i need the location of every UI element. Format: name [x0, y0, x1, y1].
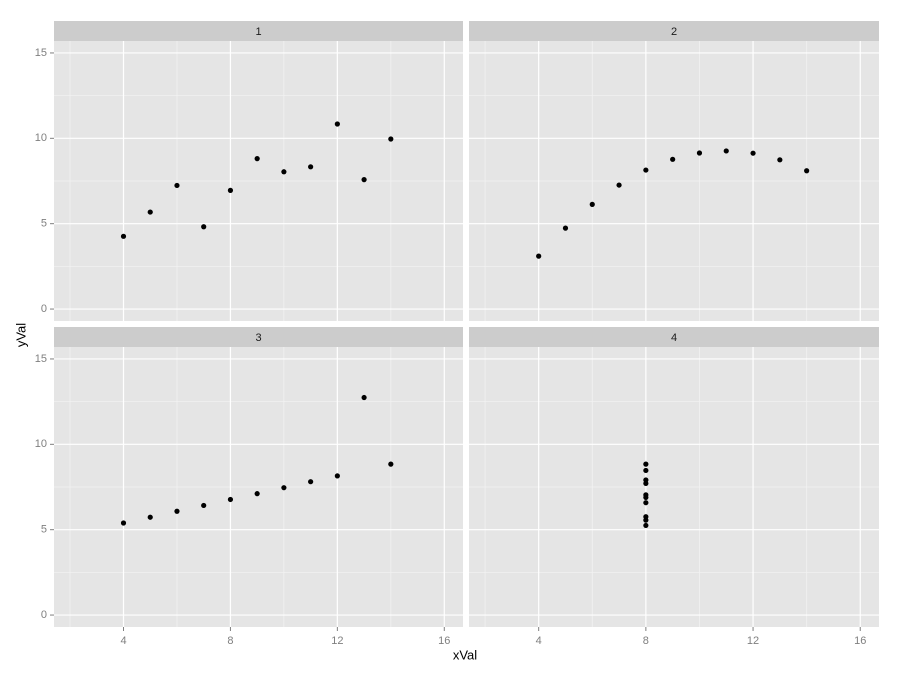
strip	[469, 21, 879, 41]
point	[281, 169, 287, 175]
point	[281, 485, 287, 491]
point	[670, 156, 676, 162]
y-axis-title: yVal	[13, 323, 28, 347]
x-tick-label: 12	[747, 635, 759, 647]
point	[643, 522, 649, 529]
point	[643, 461, 649, 467]
strip	[54, 327, 463, 347]
point	[723, 148, 729, 154]
point	[643, 517, 649, 523]
point	[201, 224, 207, 230]
point	[334, 121, 340, 127]
y-tick-label: 10	[35, 132, 47, 144]
y-tick-label: 15	[35, 353, 47, 365]
point	[308, 479, 314, 485]
strip	[469, 327, 879, 347]
x-tick-label: 16	[854, 635, 866, 647]
point	[616, 182, 622, 188]
point	[536, 253, 542, 259]
point	[804, 168, 810, 174]
point	[254, 156, 260, 162]
x-tick-label: 4	[536, 635, 542, 647]
y-tick-label: 0	[41, 609, 47, 621]
point	[643, 477, 649, 483]
point	[227, 187, 234, 193]
strip-label: 3	[255, 332, 261, 344]
point	[750, 150, 756, 156]
point	[120, 233, 127, 239]
y-tick-label: 15	[35, 47, 47, 59]
point	[589, 201, 595, 207]
point	[696, 150, 703, 156]
strip-label: 4	[671, 332, 677, 344]
point	[361, 177, 367, 183]
point	[120, 520, 127, 526]
y-tick-label: 5	[41, 218, 47, 230]
point	[308, 164, 314, 170]
strip	[54, 21, 463, 41]
point	[643, 500, 649, 506]
point	[643, 167, 649, 173]
point	[562, 225, 569, 231]
point	[334, 473, 340, 479]
y-tick-label: 10	[35, 438, 47, 450]
x-tick-label: 4	[120, 635, 126, 647]
x-tick-label: 8	[227, 635, 233, 647]
point	[147, 209, 153, 215]
point	[361, 394, 367, 401]
point	[147, 514, 153, 520]
point	[174, 182, 180, 189]
point	[388, 461, 394, 467]
point	[201, 502, 207, 509]
strip-label: 1	[255, 26, 261, 38]
point	[777, 157, 783, 163]
strip-label: 2	[671, 26, 677, 38]
y-tick-label: 0	[41, 303, 47, 315]
point	[254, 491, 260, 497]
point	[643, 467, 649, 474]
point	[227, 496, 234, 503]
point	[643, 494, 649, 501]
point	[174, 508, 180, 514]
y-tick-label: 5	[41, 524, 47, 536]
point	[388, 136, 394, 142]
x-axis-title: xVal	[453, 647, 477, 662]
x-tick-label: 16	[438, 635, 450, 647]
x-tick-label: 12	[331, 635, 343, 647]
x-tick-label: 8	[643, 635, 649, 647]
